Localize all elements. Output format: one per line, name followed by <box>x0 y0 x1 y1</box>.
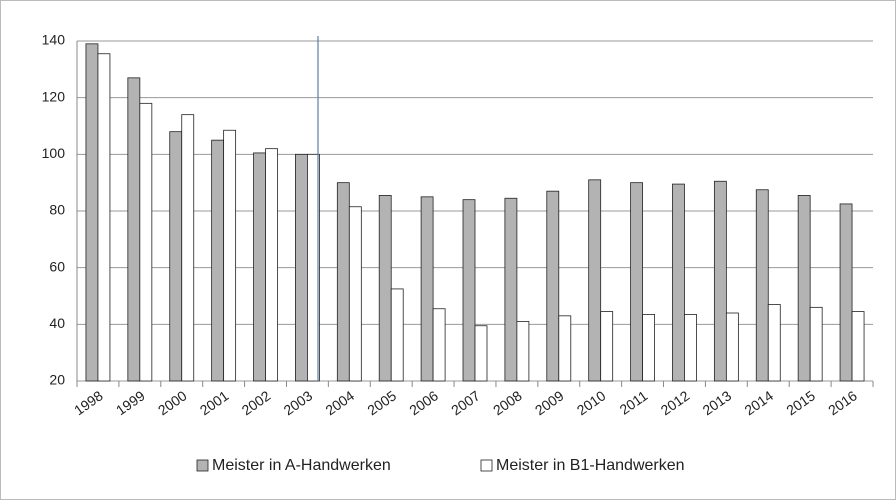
y-tick-label: 60 <box>49 258 65 274</box>
bar <box>211 139 225 382</box>
bar <box>336 182 350 382</box>
y-tick-label: 140 <box>42 32 66 48</box>
bar <box>672 183 685 382</box>
bar <box>378 195 392 382</box>
bar <box>390 288 404 382</box>
y-tick-label: 100 <box>42 145 66 161</box>
legend-label: Meister in B1-Handwerken <box>496 457 685 474</box>
bar <box>630 182 643 382</box>
bar <box>253 152 266 382</box>
bar <box>85 43 99 382</box>
bar <box>127 77 141 382</box>
y-tick-label: 40 <box>49 315 65 331</box>
bar <box>295 153 308 382</box>
legend-label: Meister in A-Handwerken <box>212 457 391 474</box>
bar <box>684 314 697 382</box>
bar <box>851 311 865 382</box>
bar <box>265 148 278 382</box>
bar <box>474 325 488 382</box>
bar <box>462 199 476 382</box>
y-tick-label: 120 <box>42 88 66 104</box>
bar <box>139 102 153 382</box>
bar <box>588 179 602 382</box>
bar <box>223 129 237 382</box>
bar <box>348 206 362 382</box>
bar <box>809 306 823 382</box>
y-tick-label: 20 <box>49 372 65 388</box>
bar <box>420 196 434 382</box>
bar <box>181 114 195 382</box>
bar <box>767 304 781 382</box>
bar <box>169 131 183 382</box>
bar <box>755 189 769 382</box>
bar <box>546 190 560 382</box>
bar <box>432 308 446 382</box>
bar <box>713 180 727 382</box>
bar <box>839 203 853 382</box>
bar <box>642 314 655 382</box>
bar <box>516 321 530 382</box>
bar <box>97 53 111 382</box>
bar <box>797 195 811 382</box>
bar <box>504 197 518 382</box>
legend-swatch <box>196 459 209 472</box>
bar <box>600 311 614 382</box>
bar <box>725 312 739 382</box>
legend-swatch <box>480 459 493 472</box>
bar <box>307 153 320 382</box>
bar <box>558 315 572 382</box>
y-tick-label: 80 <box>49 202 65 218</box>
